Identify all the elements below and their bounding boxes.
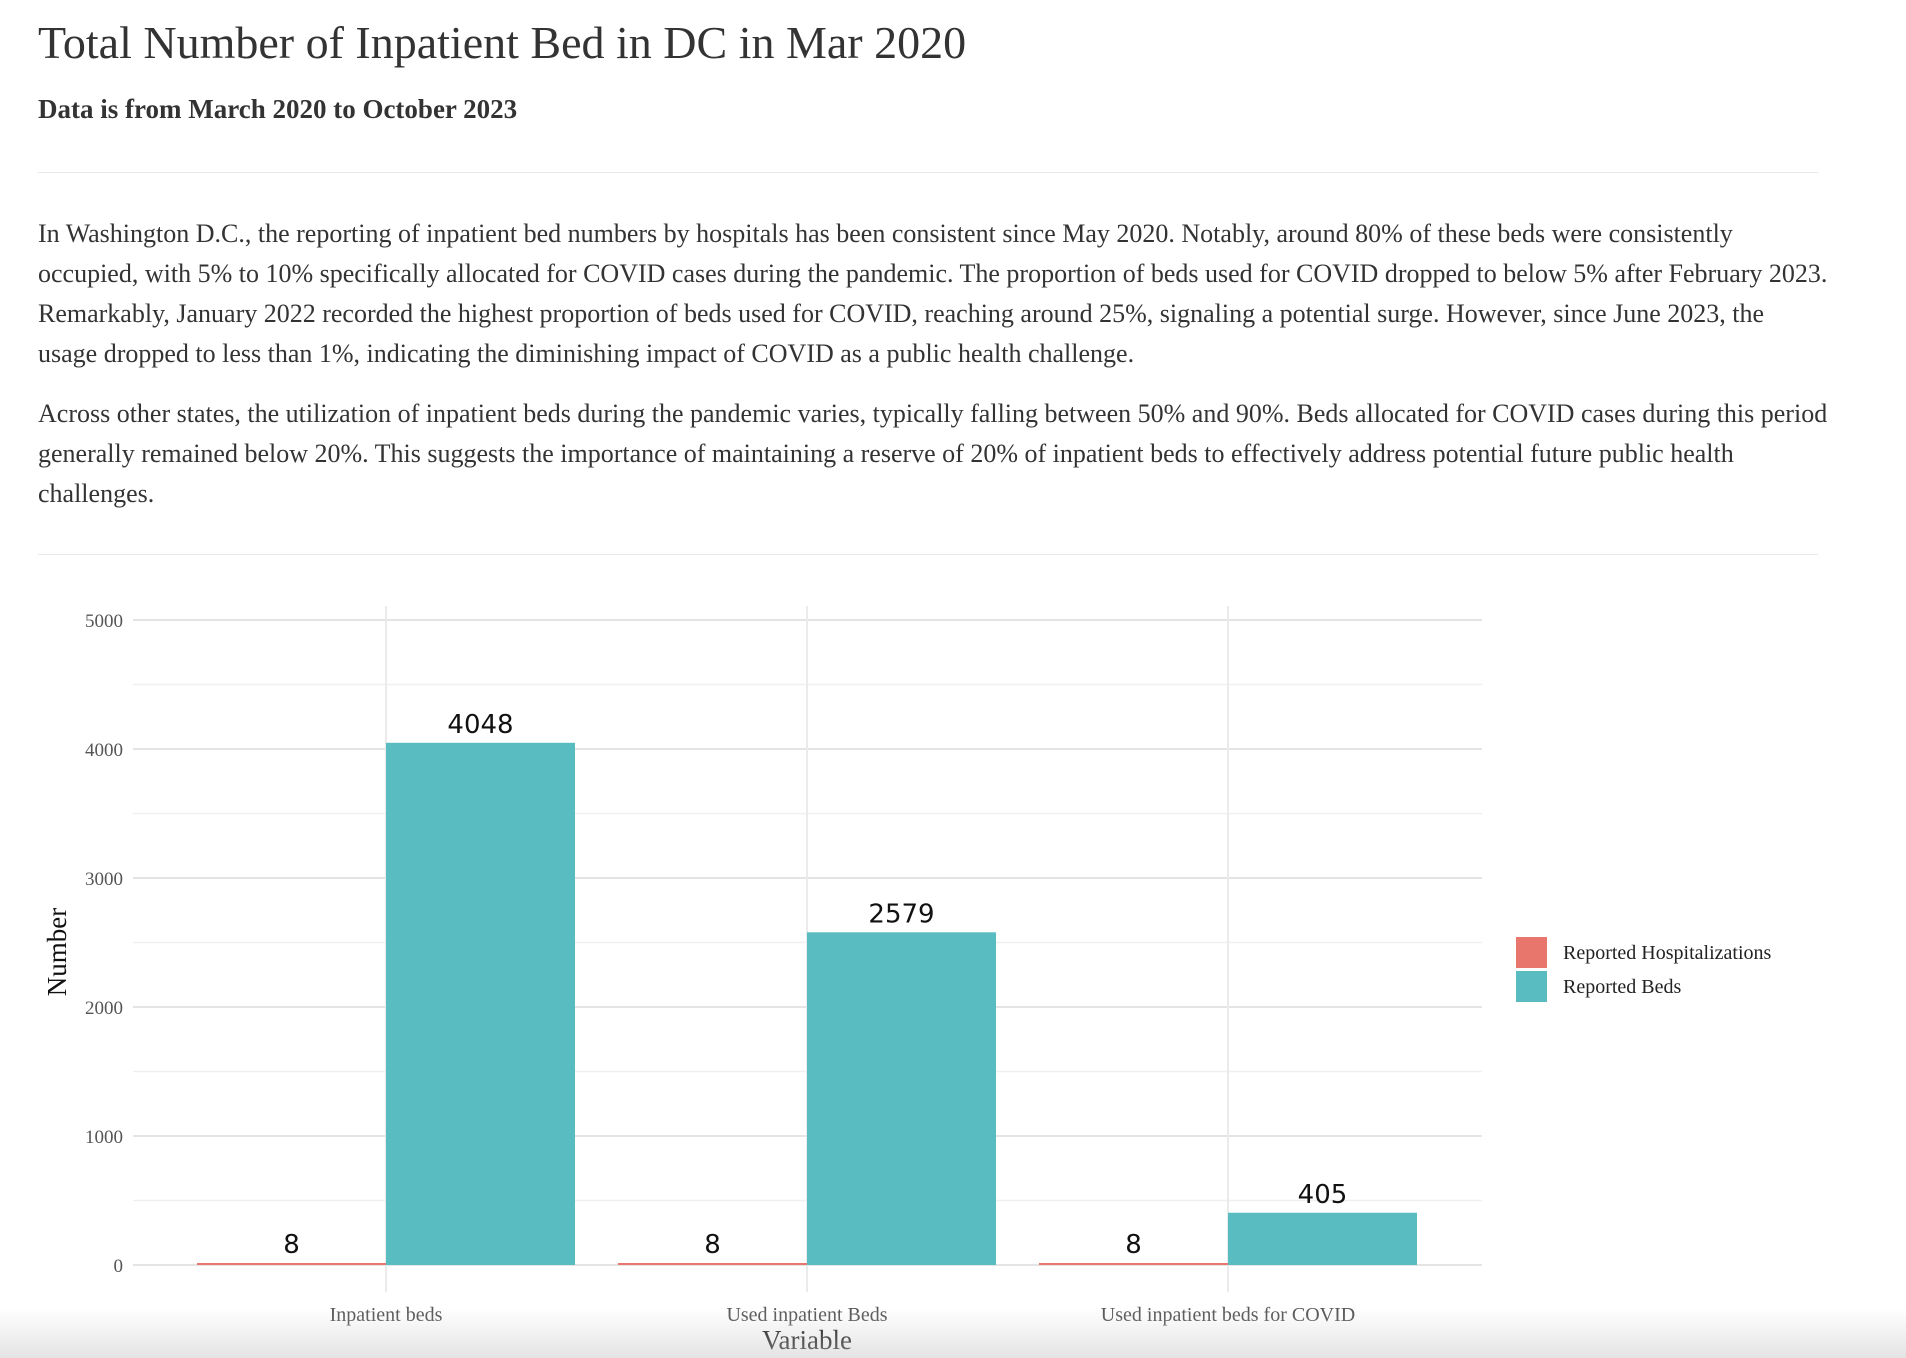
bar-value-label: 4048 [447, 710, 513, 740]
bar-chart: 8 8 8 4048 2579 405 0 1000 2000 3000 4000 5000 Inp… [42, 606, 1772, 1355]
bar [1039, 1263, 1228, 1265]
description-paragraph-1: In Washington D.C., the reporting of inp… [38, 219, 1828, 368]
chart-legend: Reported Hospitalizations Reported Beds [1516, 937, 1772, 1002]
y-tick-label: 2000 [85, 998, 123, 1019]
divider-bottom [38, 554, 1818, 555]
x-tick-label: Used inpatient Beds [726, 1304, 887, 1326]
bar [618, 1263, 807, 1265]
bar-value-label: 8 [283, 1230, 300, 1260]
y-tick-label: 1000 [85, 1127, 123, 1148]
bar-value-label: 405 [1298, 1180, 1348, 1210]
chart-bars [197, 742, 1417, 1265]
x-axis-title: Variable [762, 1325, 852, 1355]
y-tick-label: 5000 [85, 611, 123, 632]
bar-value-label: 2579 [868, 899, 934, 929]
y-tick-label: 4000 [85, 740, 123, 761]
bar [197, 1263, 386, 1265]
legend-swatch [1516, 937, 1547, 968]
page-title: Total Number of Inpatient Bed in DC in M… [38, 17, 967, 68]
bar-value-label: 8 [1125, 1230, 1142, 1260]
bar [807, 932, 996, 1265]
bar [386, 742, 575, 1265]
bar-value-label: 8 [704, 1230, 721, 1260]
legend-label: Reported Hospitalizations [1563, 942, 1772, 964]
y-axis-title: Number [42, 908, 72, 996]
bar [1228, 1212, 1417, 1265]
legend-label: Reported Beds [1563, 976, 1682, 998]
description-paragraph-2: Across other states, the utilization of … [38, 399, 1828, 508]
page-subtitle: Data is from March 2020 to October 2023 [38, 94, 518, 124]
x-tick-label: Used inpatient beds for COVID [1101, 1304, 1355, 1326]
chart-data-labels: 8 8 8 4048 2579 405 [283, 710, 1347, 1260]
x-tick-label: Inpatient beds [330, 1304, 443, 1326]
y-tick-label: 3000 [85, 869, 123, 890]
divider-top [38, 172, 1818, 173]
y-tick-label: 0 [114, 1256, 124, 1277]
y-axis: 0 1000 2000 3000 4000 5000 [85, 611, 123, 1277]
x-axis: Inpatient beds Used inpatient Beds Used in… [330, 1304, 1356, 1326]
legend-swatch [1516, 971, 1547, 1002]
